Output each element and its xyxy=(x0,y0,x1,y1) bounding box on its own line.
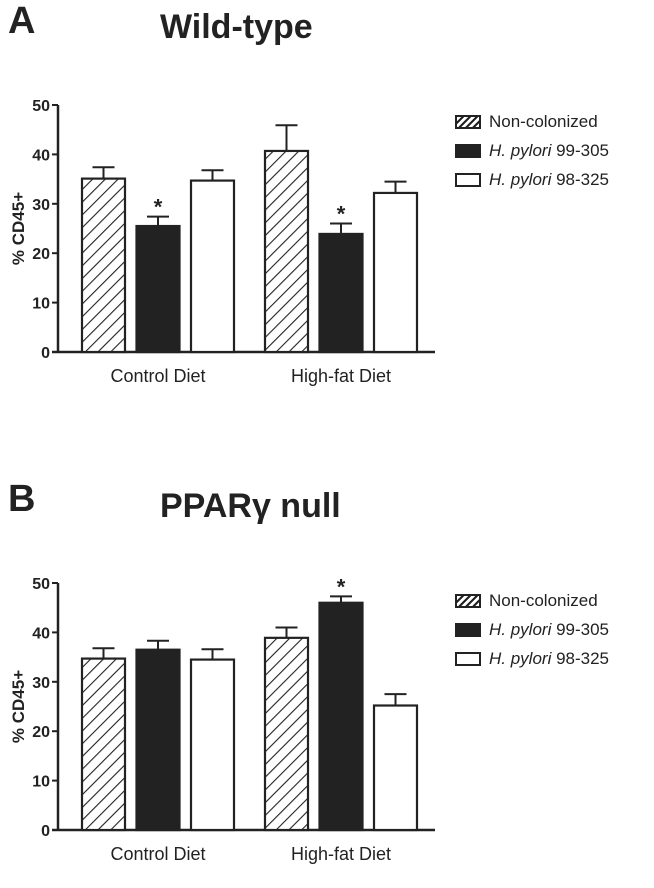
panel-b-title: PPARγ null xyxy=(160,487,341,525)
significance-marker: * xyxy=(337,574,346,599)
hatch-swatch-icon xyxy=(455,593,481,608)
legend-item: Non-colonized xyxy=(455,107,609,136)
bar xyxy=(318,232,364,354)
legend-item: H. pylori 99-305 xyxy=(455,136,609,165)
legend-label-italic: H. pylori xyxy=(489,169,552,189)
legend-item: H. pylori 98-325 xyxy=(455,644,609,673)
bar xyxy=(135,224,181,354)
x-category-label: High-fat Diet xyxy=(291,366,391,386)
significance-marker: * xyxy=(154,195,163,220)
y-tick-label: 50 xyxy=(32,98,50,115)
legend-label-italic: H. pylori xyxy=(489,140,552,160)
y-tick-label: 0 xyxy=(41,345,50,362)
y-axis-label: % CD45+ xyxy=(9,192,28,265)
white-swatch-icon xyxy=(455,172,481,187)
bar xyxy=(80,657,127,832)
hatch-swatch-icon xyxy=(455,114,481,129)
legend-item: H. pylori 98-325 xyxy=(455,165,609,194)
black-swatch-icon xyxy=(455,622,481,637)
legend-item: Non-colonized xyxy=(455,586,609,615)
x-category-label: Control Diet xyxy=(110,844,205,864)
bar xyxy=(372,704,419,832)
legend-item: H. pylori 99-305 xyxy=(455,615,609,644)
bar xyxy=(135,648,181,832)
panel-a-legend: Non-colonized H. pylori 99-305 H. pylori… xyxy=(455,107,609,194)
bar xyxy=(263,149,310,354)
y-axis-label: % CD45+ xyxy=(9,670,28,743)
x-category-label: Control Diet xyxy=(110,366,205,386)
panel-a-letter: A xyxy=(8,0,36,42)
y-tick-label: 10 xyxy=(32,296,50,313)
y-tick-label: 0 xyxy=(41,823,50,840)
y-tick-label: 30 xyxy=(32,197,50,214)
bar xyxy=(80,177,127,354)
y-tick-label: 40 xyxy=(32,147,50,164)
x-category-label: High-fat Diet xyxy=(291,844,391,864)
y-tick-label: 20 xyxy=(32,724,50,741)
black-swatch-icon xyxy=(455,143,481,158)
bar xyxy=(263,636,310,832)
panel-a-title: Wild-type xyxy=(160,8,313,46)
legend-label: Non-colonized xyxy=(489,111,598,131)
y-tick-label: 50 xyxy=(32,576,50,593)
panel-a-chart: 0 10 20 30 40 50 % CD45+ Control Diet * High-fat … xyxy=(9,98,435,386)
legend-label: 98-325 xyxy=(551,169,610,189)
legend-label: 99-305 xyxy=(551,619,610,639)
panel-b-chart: 0 10 20 30 40 50 % CD45+ Control Diet High-fat D… xyxy=(9,574,435,864)
panel-b-legend: Non-colonized H. pylori 99-305 H. pylori… xyxy=(455,586,609,673)
legend-label-italic: H. pylori xyxy=(489,619,552,639)
bar xyxy=(189,179,236,354)
y-tick-label: 30 xyxy=(32,675,50,692)
legend-label: Non-colonized xyxy=(489,590,598,610)
panel-b-letter: B xyxy=(8,478,36,520)
y-tick-label: 10 xyxy=(32,774,50,791)
white-swatch-icon xyxy=(455,651,481,666)
y-tick-label: 20 xyxy=(32,246,50,263)
legend-label-italic: H. pylori xyxy=(489,648,552,668)
bar xyxy=(189,658,236,832)
legend-label: 99-305 xyxy=(551,140,610,160)
legend-label: 98-325 xyxy=(551,648,610,668)
bar xyxy=(318,601,364,832)
y-tick-label: 40 xyxy=(32,625,50,642)
significance-marker: * xyxy=(337,202,346,227)
bar xyxy=(372,191,419,354)
